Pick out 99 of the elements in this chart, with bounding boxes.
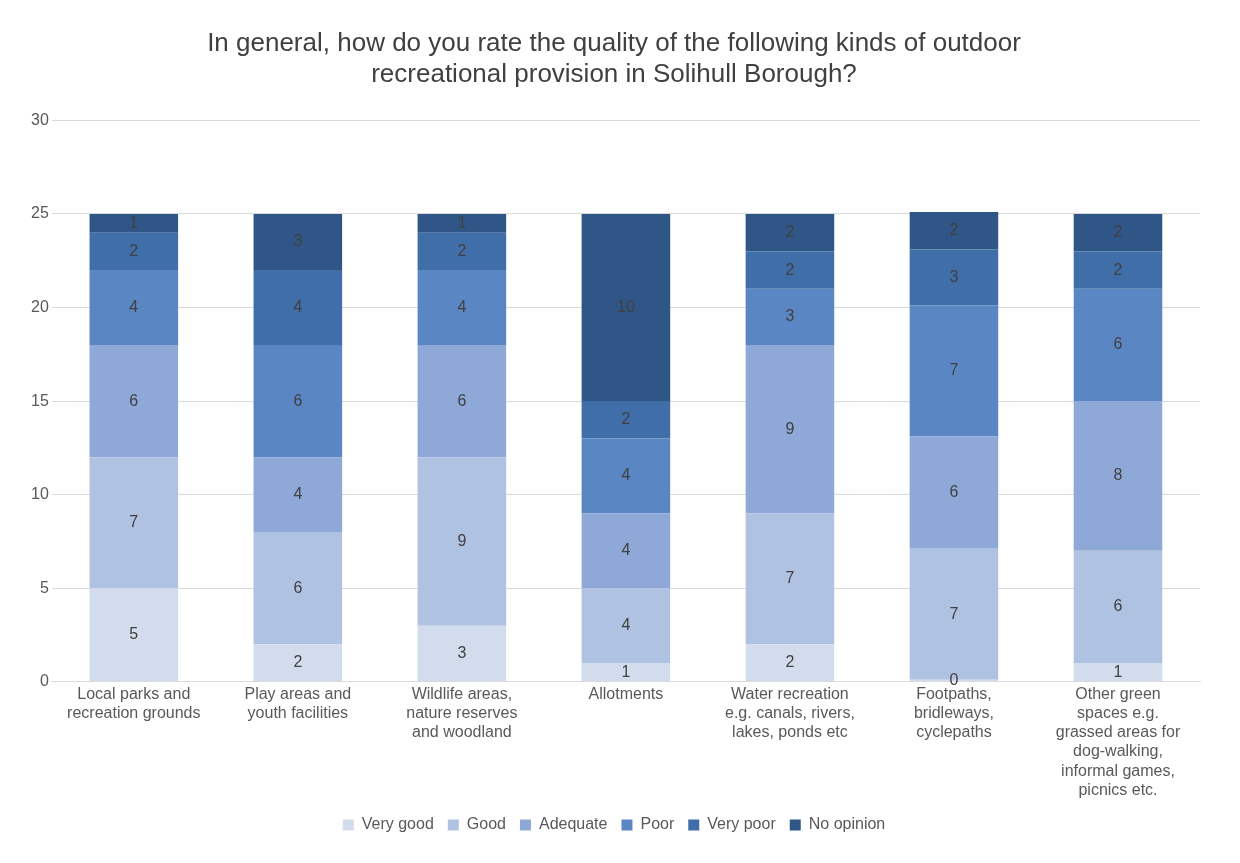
data-label: 2 [949,221,959,239]
bar [1073,550,1163,664]
bar [89,344,179,458]
data-label: 6 [457,391,467,409]
bar [253,532,343,645]
y-tick-label: 30 [31,110,49,128]
bar [1073,213,1163,252]
legend-label: Poor [640,815,675,833]
bar [89,457,179,589]
y-tick-label: 20 [31,297,49,315]
data-label: 2 [621,410,631,428]
data-label: 9 [457,531,467,549]
data-label: 6 [1113,335,1123,353]
bar [1073,401,1163,551]
bar [581,588,671,664]
data-label: 2 [457,241,467,259]
data-label: 3 [949,267,959,285]
bar [253,457,343,533]
data-label: 3 [785,307,795,325]
data-label: 10 [617,297,635,315]
bar [581,663,671,682]
data-label: 7 [785,569,795,587]
data-label: 6 [129,391,139,409]
bar [581,513,671,589]
bar [581,213,671,402]
data-label: 2 [1113,260,1123,278]
data-label: 6 [293,391,303,409]
data-label: 2 [129,241,139,259]
data-label: 3 [293,232,303,250]
bar [745,288,835,345]
bar [89,588,179,682]
data-label: 4 [621,466,631,484]
legend-label: Adequate [538,815,608,833]
data-label: 4 [621,541,631,559]
data-label: 7 [949,361,959,379]
bar [89,213,179,233]
data-label: 4 [457,297,467,315]
bar [417,457,507,626]
bar [909,305,999,437]
x-tick-label: Wildlife areas, nature reserves and woodland [406,684,518,741]
bar [909,249,999,306]
bar [581,401,671,439]
data-label: 4 [129,297,139,315]
bar [89,232,179,271]
data-label: 4 [621,616,631,634]
bar [89,270,179,345]
bar [253,644,343,682]
x-tick-label: Other green spaces e.g. grassed areas for dog-walking, informal games, picnics etc. [1055,684,1181,798]
x-tick-label: Water recreation e.g. canals, rivers, lakes, ponds etc [725,684,855,741]
x-tick-label: Allotments [588,684,664,702]
data-label: 8 [1113,466,1123,484]
bar [253,344,343,458]
data-label: 1 [1113,662,1123,680]
bar [417,625,507,682]
data-label: 7 [949,604,959,622]
data-label: 1 [457,213,467,231]
data-label: 9 [785,419,795,437]
bar [1073,663,1163,682]
legend-label: No opinion [808,815,886,833]
data-label: 1 [621,662,631,680]
bar [417,270,507,345]
data-label: 4 [293,485,303,503]
chart-title: In general, how do you rate the quality of the following kinds of outdoor recreational provision in Solihull Borough? [207,26,1022,88]
data-label: 2 [293,653,303,671]
data-label: 3 [457,643,467,661]
bar [745,213,835,252]
data-label: 6 [949,483,959,501]
y-tick-label: 15 [31,391,49,409]
bar [417,344,507,458]
y-tick-label: 25 [31,204,49,222]
bar [417,213,507,233]
data-label: 7 [129,513,139,531]
bar [1073,251,1163,289]
bar [745,344,835,514]
data-label: 5 [129,625,139,643]
data-label: 1 [129,213,139,231]
data-label: 2 [785,653,795,671]
y-tick-label: 0 [39,672,49,690]
x-tick-label: Play areas and youth facilities [244,684,352,722]
legend-label: Very good [361,815,434,833]
bar [253,270,343,345]
bar [1073,288,1163,402]
data-label: 4 [293,297,303,315]
data-label: 6 [293,578,303,596]
y-tick-label: 5 [39,578,49,596]
data-label: 2 [785,260,795,278]
bar [253,213,343,271]
bar [745,513,835,645]
bar [417,232,507,271]
x-tick-label: Local parks and recreation grounds [67,684,201,722]
bar [745,644,835,682]
data-label: 2 [785,223,795,241]
bar [581,438,671,514]
data-label: 2 [1113,223,1123,241]
legend-label: Good [466,815,506,833]
legend-label: Very poor [707,815,777,833]
y-tick-label: 10 [31,485,49,503]
bar [745,251,835,289]
data-label: 6 [1113,597,1123,615]
